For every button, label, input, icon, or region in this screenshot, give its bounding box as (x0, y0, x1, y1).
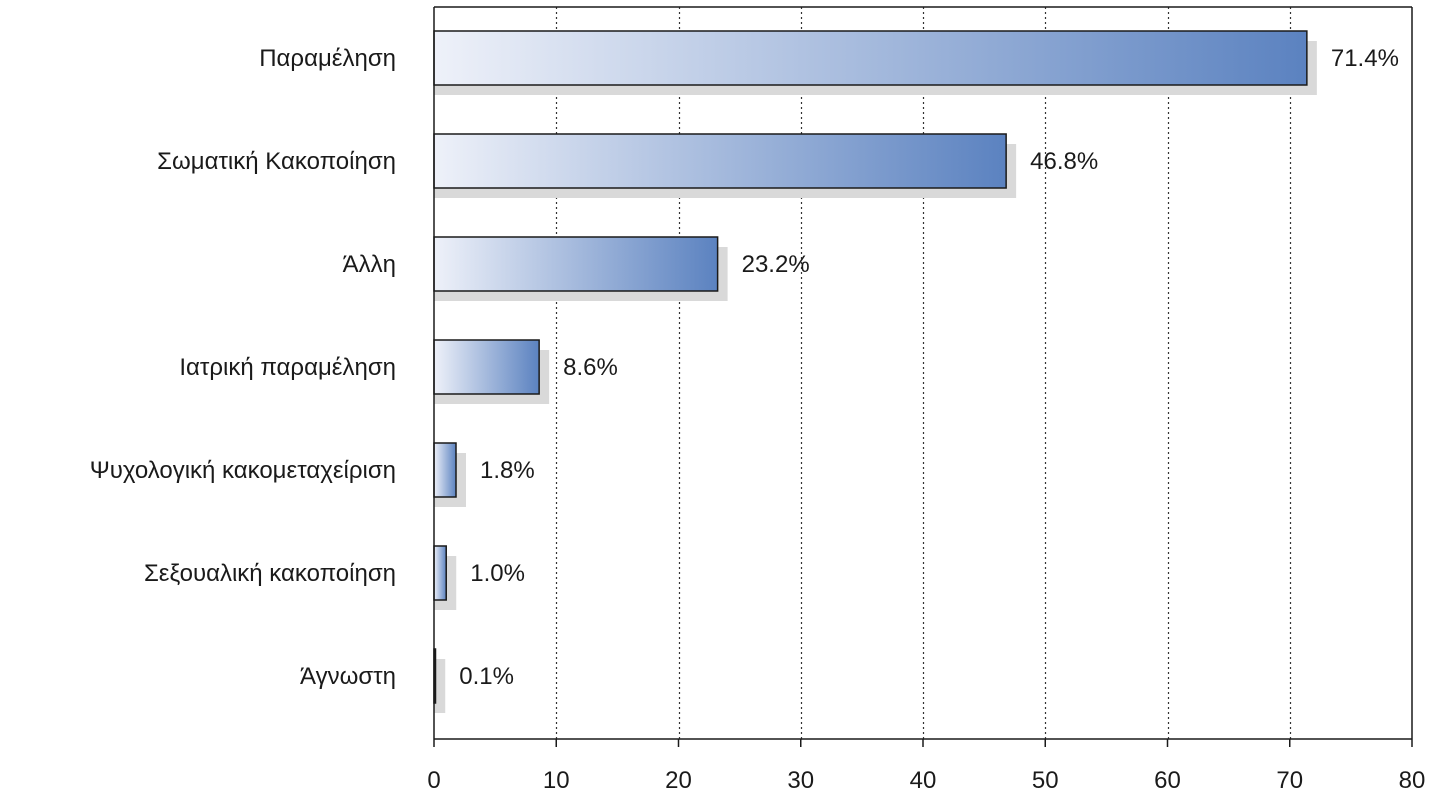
gridlines (555, 7, 1292, 739)
x-tick-label: 40 (910, 767, 937, 793)
plot-frame (433, 6, 1413, 747)
bars (433, 30, 1317, 713)
category-label: Ιατρική παραμέληση (179, 354, 396, 381)
x-tick-label: 70 (1276, 767, 1303, 793)
category-label: Άγνωστη (300, 663, 396, 690)
x-tick-label: 60 (1154, 767, 1181, 793)
x-tick-label: 30 (787, 767, 814, 793)
data-label: 46.8% (1030, 148, 1098, 175)
x-tick-label: 10 (543, 767, 570, 793)
category-label: Παραμέληση (259, 45, 396, 72)
bar (433, 30, 1308, 86)
bar (433, 442, 457, 498)
data-label: 23.2% (742, 251, 810, 278)
bar (433, 339, 540, 395)
category-label: Ψυχολογική κακομεταχείριση (90, 457, 396, 484)
x-tick-label: 0 (427, 767, 440, 793)
category-label: Άλλη (343, 251, 396, 278)
bar (433, 545, 447, 601)
category-label: Σεξουαλική κακοποίηση (144, 560, 396, 587)
bar-shadow (434, 659, 446, 713)
data-label: 8.6% (563, 354, 618, 381)
data-label: 1.0% (470, 560, 525, 587)
category-label: Σωματική Κακοποίηση (157, 148, 396, 175)
x-tick-label: 20 (665, 767, 692, 793)
x-tick-label: 80 (1399, 767, 1426, 793)
data-label: 1.8% (480, 457, 535, 484)
bar (433, 236, 719, 292)
data-label: 71.4% (1331, 45, 1399, 72)
labels: Παραμέληση 71.4% Σωματική Κακοποίηση 46.8% Ά… (90, 45, 1426, 793)
x-tick-label: 50 (1032, 767, 1059, 793)
data-label: 0.1% (459, 663, 514, 690)
bar (433, 133, 1007, 189)
